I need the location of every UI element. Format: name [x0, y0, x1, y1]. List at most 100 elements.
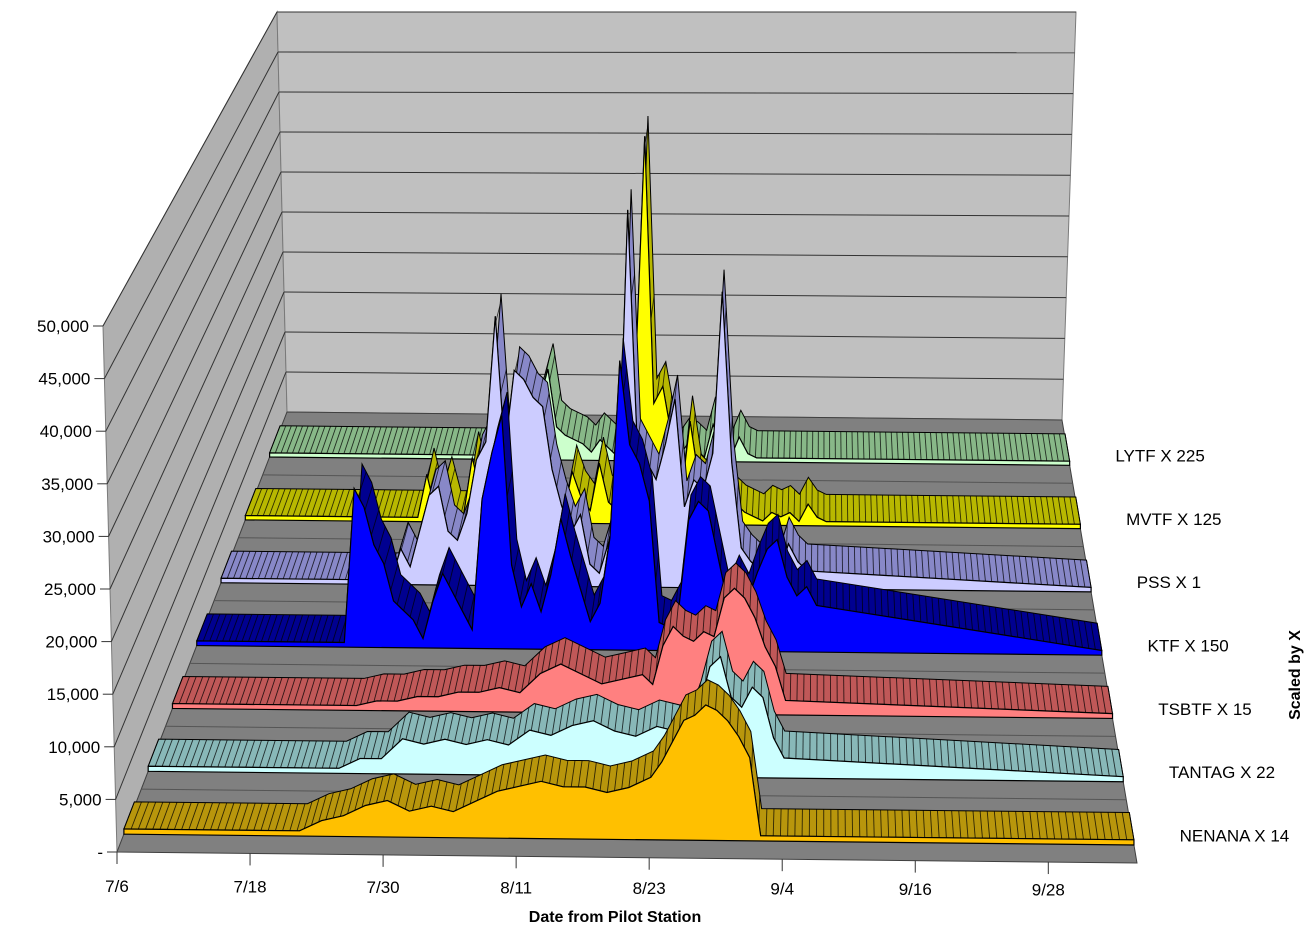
series-hatch: [649, 703, 653, 730]
series-hatch: [222, 613, 234, 642]
series-hatch: [739, 679, 742, 706]
series-hatch: [778, 519, 780, 546]
series-hatch: [300, 740, 310, 769]
series-hatch: [434, 427, 444, 455]
series-hatch: [674, 376, 678, 401]
series-hatch: [572, 698, 578, 726]
series-hatch: [919, 738, 922, 766]
series-hatch: [426, 780, 434, 808]
series-hatch: [537, 705, 544, 733]
series-hatch: [440, 781, 448, 809]
series-hatch: [260, 614, 272, 642]
back-wall-gridline: [282, 251, 1068, 258]
back-wall-gridline: [281, 211, 1070, 217]
series-hatch: [870, 494, 873, 523]
series-hatch: [707, 485, 710, 511]
series-hatch: [1051, 496, 1057, 525]
series-hatch: [256, 488, 268, 516]
series-hatch: [259, 740, 269, 768]
series-hatch: [482, 714, 489, 741]
series-hatch: [173, 802, 185, 830]
series-hatch: [1029, 744, 1034, 772]
series-hatch: [487, 663, 494, 691]
series-hatch: [749, 582, 752, 609]
series-hatch: [1077, 747, 1082, 775]
series-hatch: [975, 495, 980, 524]
series-hatch: [664, 729, 668, 756]
series-hatch: [987, 742, 992, 770]
series-hatch: [857, 735, 860, 763]
series-hatch: [262, 488, 274, 516]
series-hatch: [974, 432, 979, 461]
series-hatch: [729, 567, 732, 593]
series-hatch: [644, 123, 649, 144]
series-hatch: [775, 487, 778, 515]
series-hatch: [753, 663, 756, 690]
series-hatch: [254, 614, 265, 642]
series-hatch: [1008, 743, 1013, 771]
series-hatch: [266, 740, 276, 768]
series-hatch: [166, 802, 178, 830]
series-hatch: [556, 758, 562, 786]
series-hatch: [915, 810, 918, 838]
series-hatch: [704, 658, 708, 684]
series-hatch: [429, 462, 438, 489]
series-hatch: [1018, 556, 1024, 584]
series-hatch: [628, 650, 633, 678]
series-hatch: [377, 526, 386, 553]
x-axis-title: Date from Pilot Station: [529, 909, 701, 926]
series-hatch: [628, 707, 633, 735]
series-hatch: [507, 662, 514, 690]
series-hatch: [922, 810, 926, 838]
series-hatch: [231, 802, 242, 831]
series-hatch: [1029, 811, 1034, 839]
series-hatch: [1086, 812, 1092, 840]
series-hatch: [969, 553, 974, 581]
series-hatch: [419, 716, 427, 744]
series-hatch: [783, 431, 786, 459]
series-hatch: [874, 588, 876, 615]
series-hatch: [600, 697, 605, 725]
series-hatch: [649, 442, 654, 468]
series-hatch: [656, 700, 660, 727]
series-hatch: [1046, 496, 1052, 525]
series-hatch: [433, 715, 441, 742]
series-hatch: [1063, 496, 1069, 525]
series-hatch: [693, 690, 697, 716]
series-hatch: [372, 426, 382, 455]
series-hatch: [986, 810, 991, 839]
series-hatch: [678, 703, 683, 729]
series-hatch: [689, 613, 693, 640]
series-hatch: [853, 546, 856, 574]
series-hatch: [295, 551, 306, 580]
series-hatch: [692, 456, 697, 482]
series-hatch: [314, 426, 326, 454]
series-hatch: [642, 647, 646, 675]
chart-series-group: [123, 115, 1135, 846]
series-hatch: [334, 489, 345, 517]
series-hatch: [873, 809, 875, 838]
series-hatch: [655, 454, 660, 480]
series-hatch: [168, 739, 180, 767]
series-hatch: [941, 432, 945, 460]
series-hatch: [974, 741, 978, 769]
series-hatch: [307, 740, 317, 769]
series-hatch: [1090, 747, 1096, 776]
series-hatch: [662, 361, 667, 387]
series-hatch: [980, 433, 985, 461]
series-label-mvtf-x-125: MVTF X 125: [1126, 510, 1221, 529]
series-hatch: [339, 789, 349, 817]
series-hatch: [543, 392, 550, 418]
series-hatch: [189, 739, 201, 767]
series-hatch: [509, 716, 516, 744]
series-hatch: [902, 549, 906, 577]
series-hatch: [502, 716, 509, 744]
series-hatch: [239, 677, 250, 705]
series-hatch: [958, 432, 962, 461]
series-hatch: [202, 802, 213, 830]
series-hatch: [1022, 744, 1027, 772]
series-hatch: [737, 412, 741, 440]
series-hatch: [541, 646, 547, 673]
series-hatch: [861, 586, 864, 613]
